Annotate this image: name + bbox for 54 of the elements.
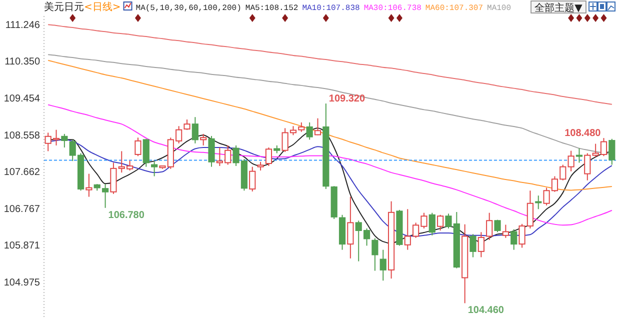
candlestick bbox=[437, 214, 444, 231]
candlestick bbox=[470, 234, 476, 258]
text: MA5:108.152 bbox=[245, 4, 298, 13]
candlestick bbox=[478, 232, 484, 258]
y-tick-label: 108.558 bbox=[4, 130, 40, 142]
candlestick bbox=[151, 161, 158, 177]
annotation: 108.480 bbox=[564, 128, 602, 140]
candlestick bbox=[306, 122, 313, 140]
candlestick bbox=[184, 119, 190, 130]
candlestick bbox=[568, 150, 574, 172]
legend-title: MA(5,10,30,60,100,200) bbox=[136, 4, 242, 13]
candlestick bbox=[265, 146, 272, 166]
candlestick bbox=[208, 135, 215, 168]
text: MA100 bbox=[487, 4, 512, 13]
text: 全部主题▼ bbox=[534, 2, 583, 14]
line-series bbox=[48, 104, 612, 226]
line-series bbox=[48, 24, 612, 105]
candlestick bbox=[428, 212, 436, 236]
chart-subtitle: <日线> bbox=[84, 1, 121, 13]
candlestick bbox=[380, 249, 386, 282]
line-series bbox=[48, 60, 612, 191]
y-tick-label: 104.975 bbox=[4, 278, 40, 289]
candlestick bbox=[576, 148, 583, 164]
candlestick bbox=[535, 195, 542, 210]
y-tick-label: 109.454 bbox=[4, 94, 40, 105]
candlestick bbox=[347, 196, 354, 259]
candlestick bbox=[510, 228, 518, 250]
chart-title: 美元日元 bbox=[44, 1, 84, 13]
y-tick-label: 111.246 bbox=[5, 20, 40, 31]
candlestick bbox=[494, 219, 501, 233]
candlestick bbox=[102, 184, 109, 208]
y-tick-label: 110.350 bbox=[4, 56, 40, 68]
text: MA30:106.738 bbox=[364, 4, 422, 13]
candlestick bbox=[314, 118, 322, 136]
candlestick bbox=[502, 224, 509, 238]
candlestick bbox=[249, 166, 256, 192]
candlestick bbox=[192, 116, 198, 144]
candlestick bbox=[61, 133, 68, 148]
annotation: 106.780 bbox=[108, 210, 145, 221]
candlestick bbox=[584, 152, 591, 181]
candlestick bbox=[608, 138, 616, 166]
candlestick bbox=[142, 138, 150, 168]
candlestick bbox=[200, 133, 207, 146]
text: MA60:107.307 bbox=[425, 4, 484, 13]
annotation: 104.460 bbox=[468, 305, 504, 316]
y-tick-label: 107.662 bbox=[4, 167, 40, 178]
candlestick bbox=[134, 137, 142, 157]
annotation: 109.320 bbox=[328, 94, 366, 105]
y-tick-label: 105.871 bbox=[4, 240, 40, 252]
candlestick bbox=[372, 238, 378, 272]
y-tick-label: 106.767 bbox=[4, 204, 40, 215]
text: MA10:107.838 bbox=[302, 4, 360, 13]
candlestick bbox=[86, 173, 92, 198]
candlestick bbox=[486, 212, 493, 240]
